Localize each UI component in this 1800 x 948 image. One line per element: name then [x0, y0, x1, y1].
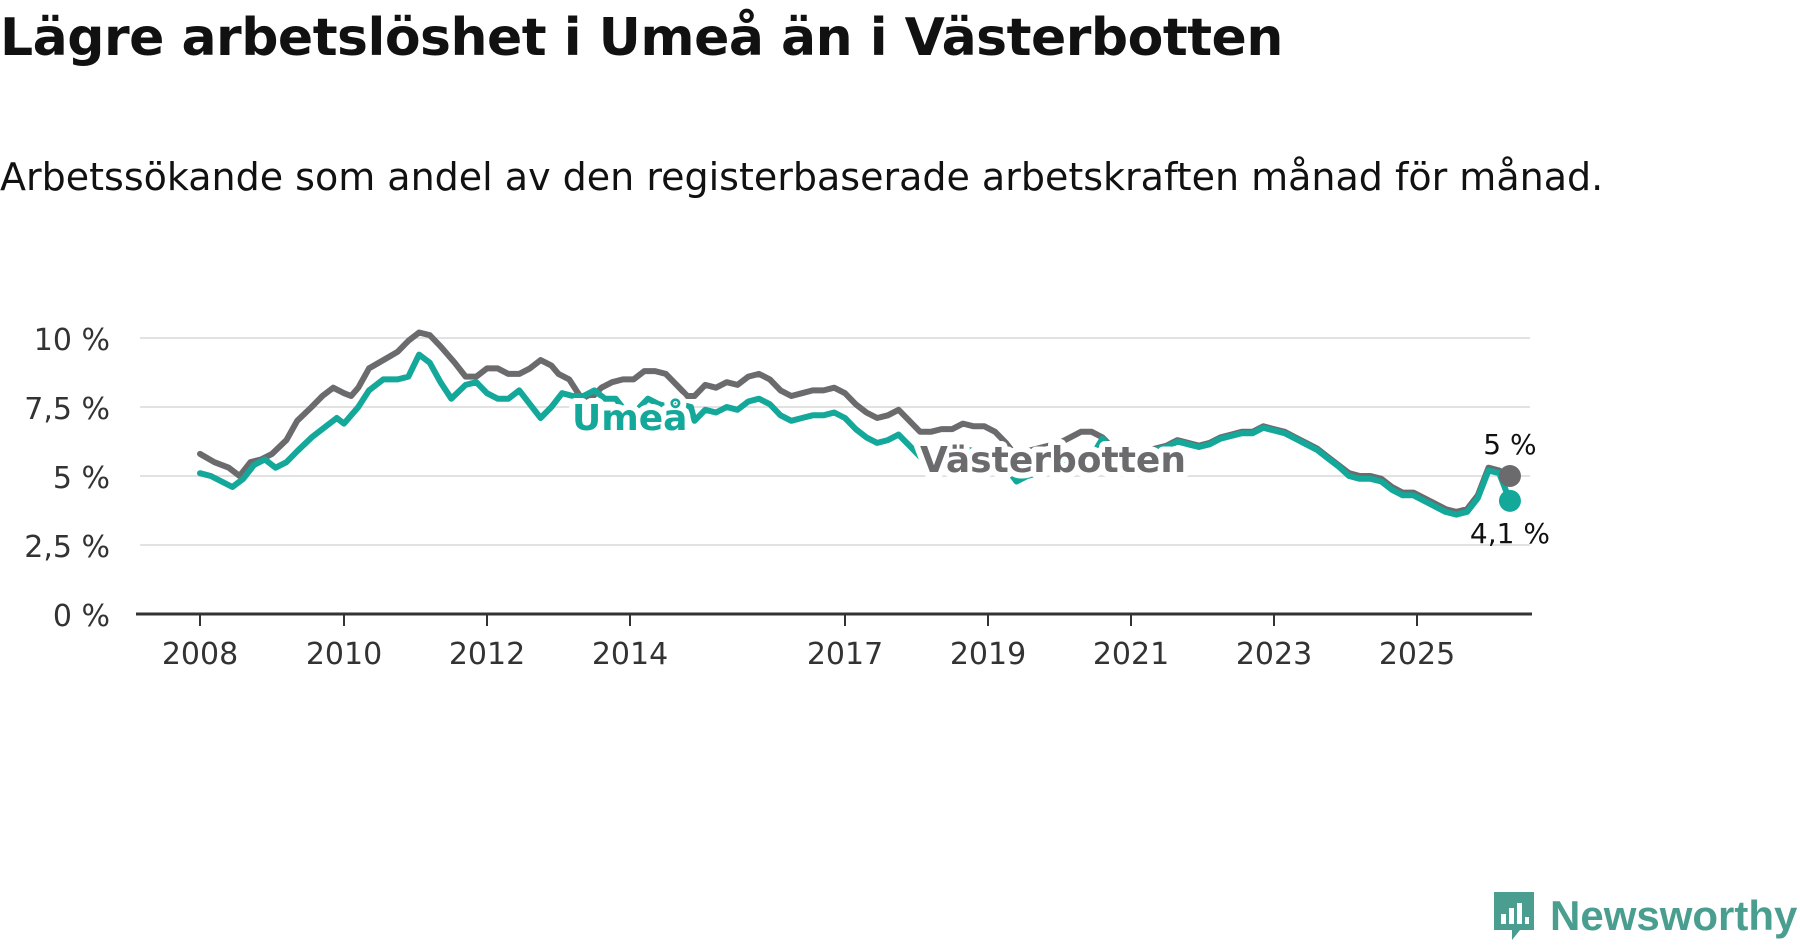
label-umea: Umeå [572, 398, 687, 439]
x-tick-label: 2010 [306, 637, 382, 672]
x-tick-label: 2025 [1379, 637, 1455, 672]
x-tick-label: 2014 [592, 637, 668, 672]
end-marker-umea [1498, 489, 1521, 512]
end-label-umea: 4,1 % [1470, 517, 1550, 550]
series-end-markers: 5 % 4,1 % [1470, 428, 1550, 550]
chart-title: Lägre arbetslöshet i Umeå än i Västerbot… [0, 8, 1283, 68]
x-tick-label: 2017 [807, 637, 883, 672]
series-line-umeå [197, 351, 1513, 518]
y-tick-label: 7,5 % [24, 392, 110, 427]
x-tick-label: 2021 [1093, 637, 1169, 672]
x-tick-label: 2008 [162, 637, 238, 672]
x-tick-label: 2012 [449, 637, 525, 672]
y-tick-label: 10 % [34, 323, 110, 358]
series-lines [197, 329, 1513, 518]
y-tick-label: 5 % [53, 461, 110, 496]
end-label-vasterbotten: 5 % [1483, 428, 1536, 461]
grid-lines [140, 337, 1530, 546]
y-tick-label: 0 % [53, 599, 110, 634]
newsworthy-logo[interactable]: Newsworthy [1490, 888, 1797, 944]
x-tick-label: 2019 [950, 637, 1026, 672]
chart-subtitle: Arbetssökande som andel av den registerb… [0, 155, 1604, 199]
series-line-västerbotten [197, 329, 1513, 515]
x-tick-label: 2023 [1236, 637, 1312, 672]
label-vasterbotten: Västerbotten [920, 440, 1186, 481]
label-vasterbotten-halo: Västerbotten [920, 440, 1186, 481]
x-axis-tick-labels: 2008 2010 2012 2014 2017 2019 2021 2023 2025 [162, 614, 1455, 672]
end-marker-vasterbotten [1498, 465, 1521, 487]
label-umea-halo: Umeå [572, 398, 687, 439]
y-tick-label: 2,5 % [24, 530, 110, 565]
newsworthy-logo-icon [1494, 892, 1534, 940]
y-axis-tick-labels: 0 % 2,5 % 5 % 7,5 % 10 % [24, 323, 110, 634]
brand-name: Newsworthy [1550, 892, 1798, 939]
